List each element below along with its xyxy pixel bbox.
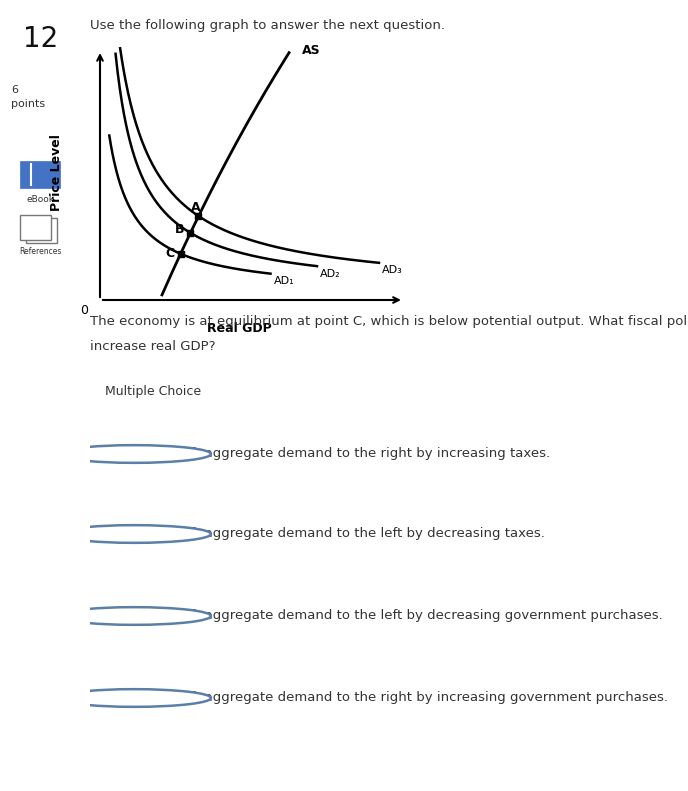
Text: 0: 0	[80, 304, 89, 316]
Circle shape	[58, 689, 211, 707]
Circle shape	[58, 445, 211, 463]
Text: Multiple Choice: Multiple Choice	[105, 385, 201, 399]
Text: increase real GDP?: increase real GDP?	[90, 340, 215, 354]
Text: Shift aggregate demand to the right by increasing government purchases.: Shift aggregate demand to the right by i…	[170, 691, 667, 705]
Text: Price Level: Price Level	[50, 134, 63, 211]
Text: points: points	[12, 99, 45, 109]
Text: Shift aggregate demand to the left by decreasing taxes.: Shift aggregate demand to the left by de…	[170, 528, 544, 540]
FancyBboxPatch shape	[20, 215, 51, 240]
Text: Shift aggregate demand to the right by increasing taxes.: Shift aggregate demand to the right by i…	[170, 448, 550, 460]
Text: B: B	[175, 222, 184, 236]
Text: The economy is at equilibrium at point C, which is below potential output. What : The economy is at equilibrium at point C…	[90, 316, 688, 328]
Text: C: C	[165, 248, 174, 260]
Text: References: References	[19, 247, 62, 255]
Text: AD₃: AD₃	[382, 265, 403, 275]
Text: AD₁: AD₁	[274, 276, 294, 286]
Text: eBook: eBook	[27, 195, 54, 204]
Text: AS: AS	[301, 44, 320, 57]
Text: 12: 12	[23, 25, 58, 53]
Text: AD₂: AD₂	[320, 269, 341, 278]
Circle shape	[58, 607, 211, 625]
Text: Use the following graph to answer the next question.: Use the following graph to answer the ne…	[90, 18, 445, 32]
FancyBboxPatch shape	[26, 218, 57, 244]
Text: 6: 6	[12, 85, 19, 95]
Text: Shift aggregate demand to the left by decreasing government purchases.: Shift aggregate demand to the left by de…	[170, 610, 663, 623]
FancyBboxPatch shape	[20, 161, 60, 188]
Text: A: A	[191, 201, 200, 214]
Circle shape	[58, 525, 211, 543]
Text: Real GDP: Real GDP	[207, 322, 272, 335]
